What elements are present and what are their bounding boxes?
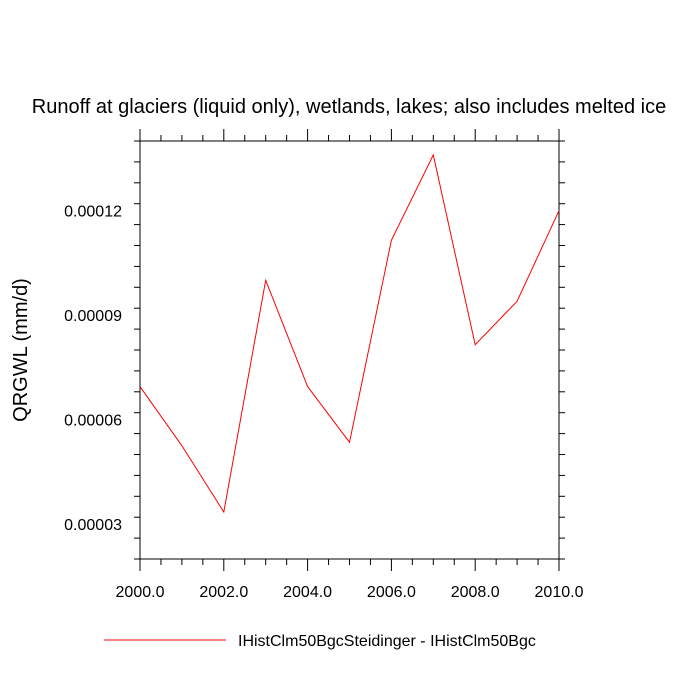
y-tick-label: 0.00009	[64, 308, 122, 325]
chart-title: Runoff at glaciers (liquid only), wetlan…	[32, 96, 666, 118]
y-tick-label: 0.00006	[64, 413, 122, 430]
x-tick-label: 2002.0	[199, 584, 248, 601]
x-tick-label: 2010.0	[535, 584, 584, 601]
x-tick-label: 2004.0	[283, 584, 332, 601]
x-tick-label: 2006.0	[367, 584, 416, 601]
legend-label: IHistClm50BgcSteidinger - IHistClm50Bgc	[238, 633, 536, 650]
x-tick-label: 2008.0	[451, 584, 500, 601]
plot-area: 2000.0 2002.0 2004.0 2006.0 2008.0 2010.0 0.00…	[64, 129, 584, 650]
x-tick-label: 2000.0	[116, 584, 165, 601]
y-axis-label: QRGWL (mm/d)	[10, 278, 32, 422]
plot-frame	[139, 140, 560, 560]
series-line	[139, 153, 560, 514]
y-tick-label: 0.00012	[64, 204, 122, 221]
y-tick-label: 0.00003	[64, 517, 122, 534]
